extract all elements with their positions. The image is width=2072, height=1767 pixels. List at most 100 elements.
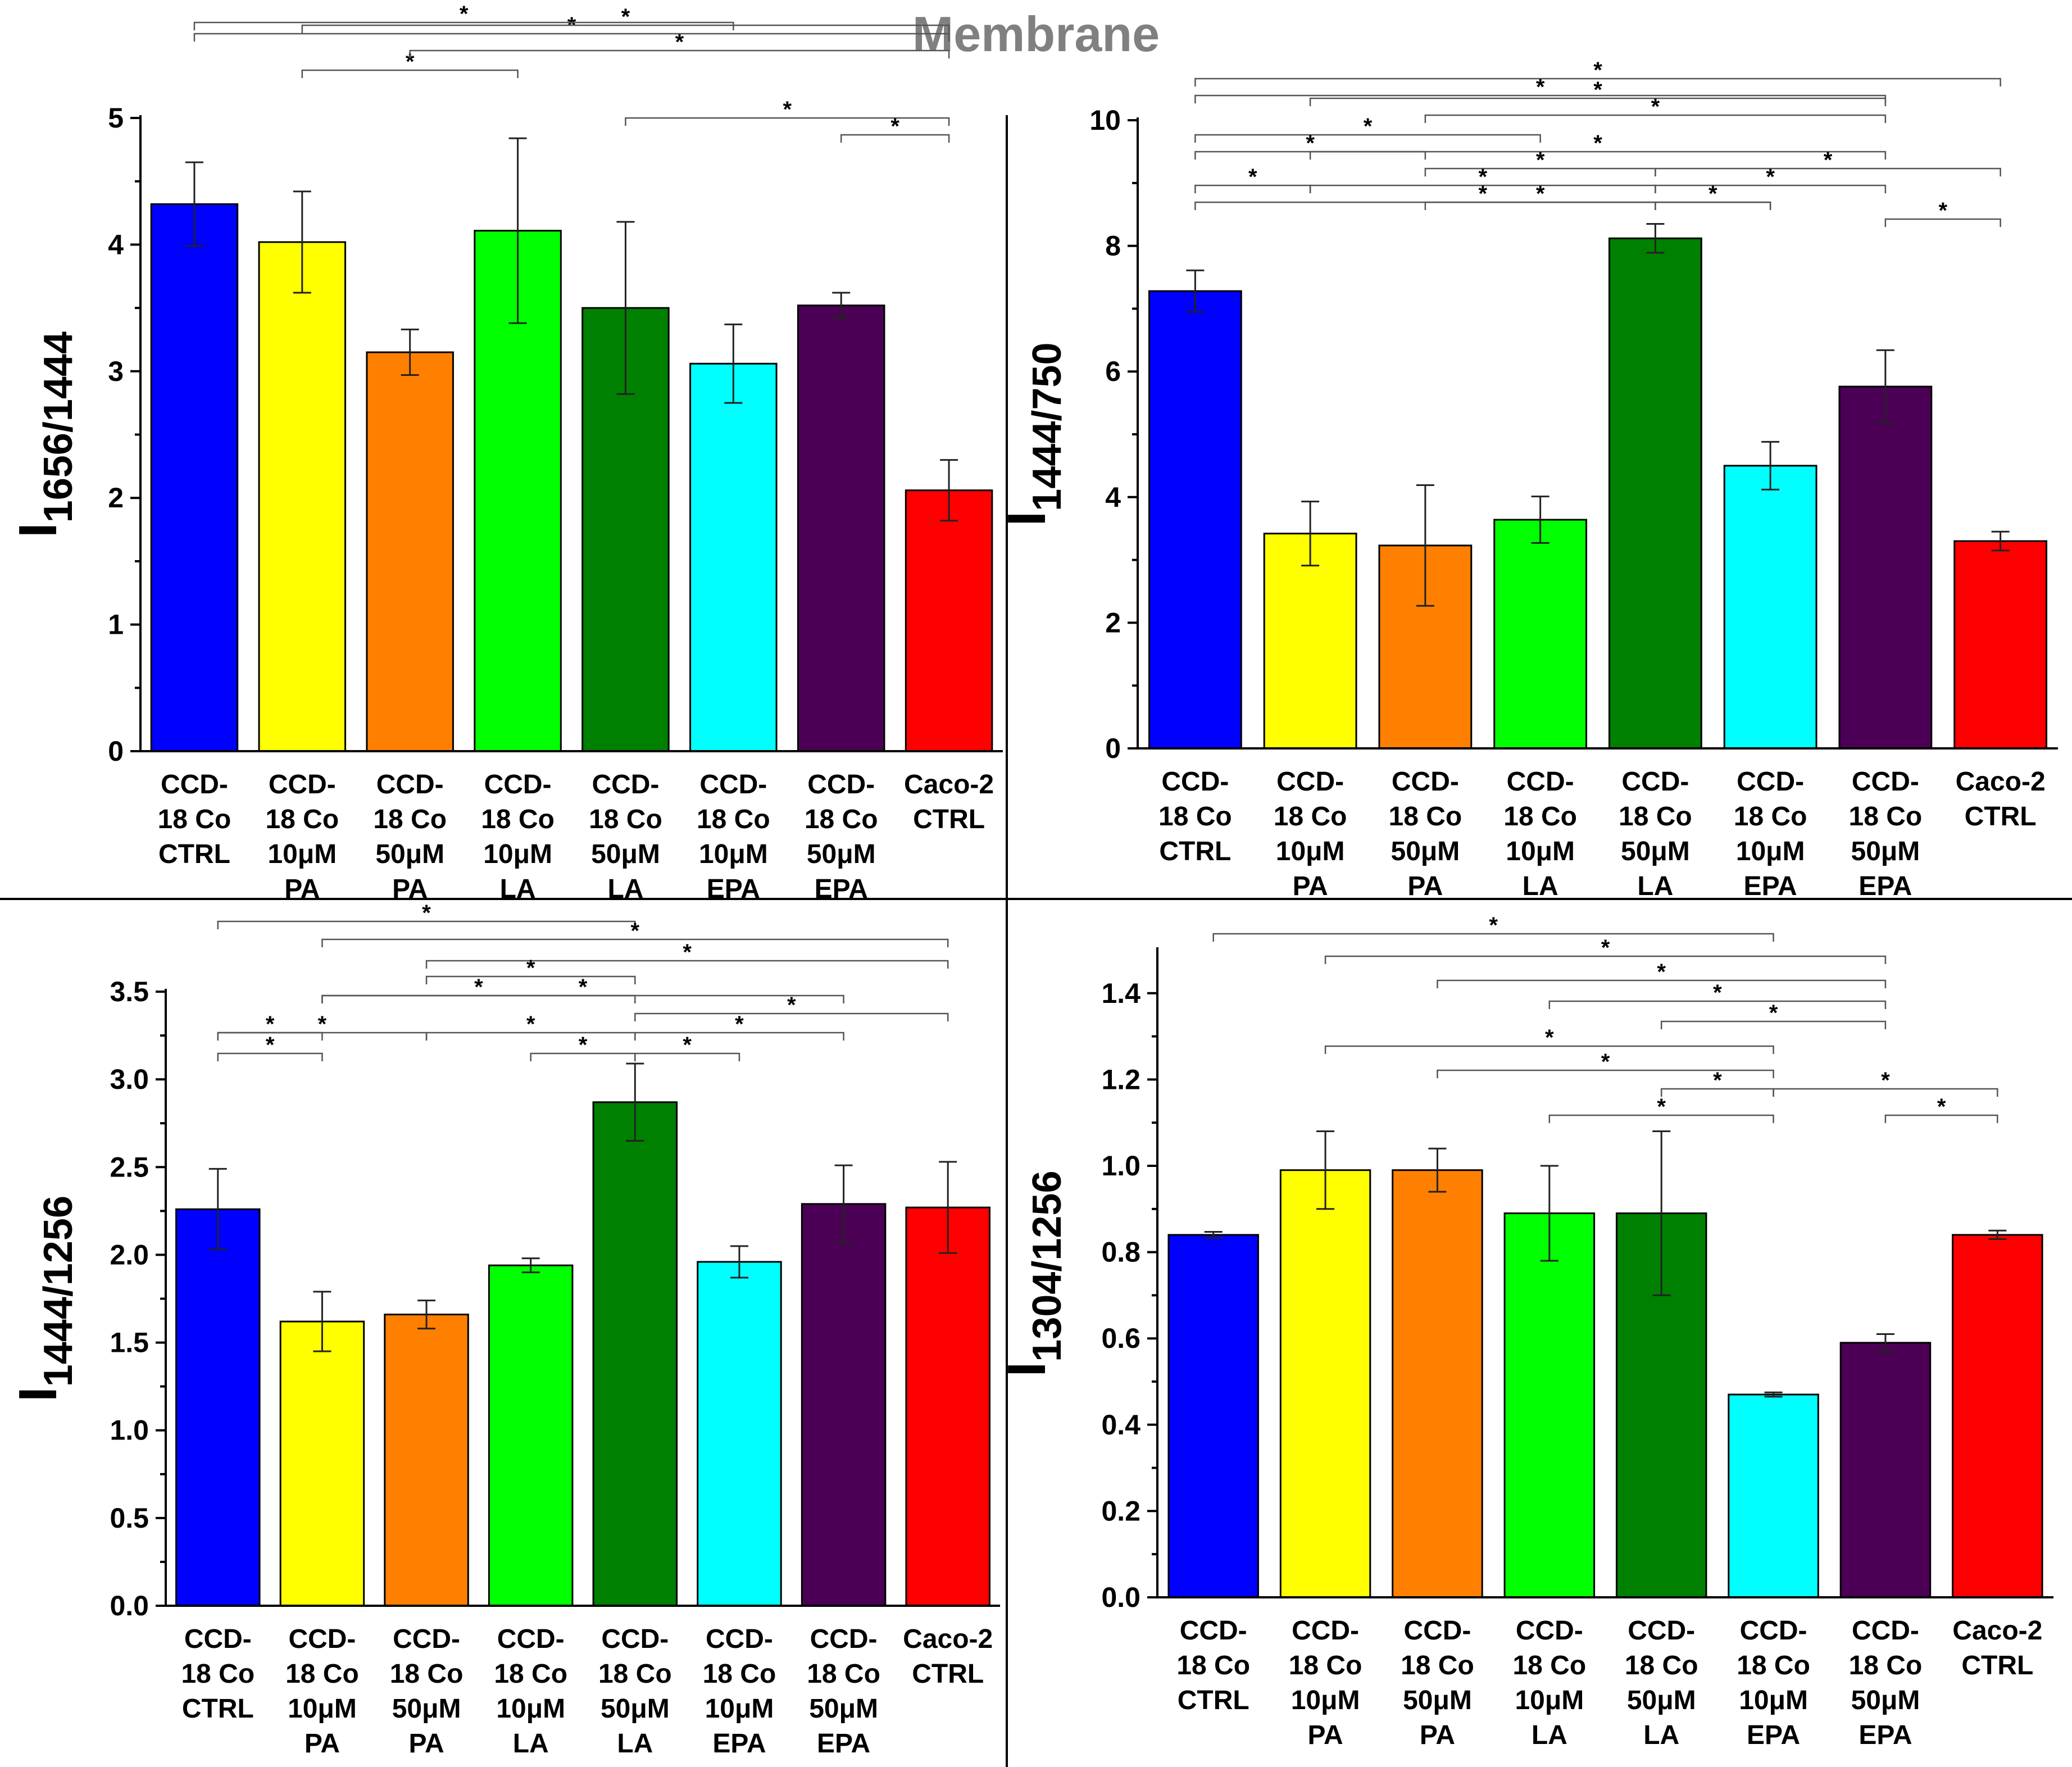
significance-bracket [425, 975, 636, 984]
x-tick-label: 50μM [1851, 1686, 1920, 1715]
significance-bracket [1309, 151, 1887, 160]
significance-bracket [409, 49, 950, 58]
panel-1304-1256: 0.0 0.2 0.4 0.6 0.8 1.0 1.2 1.4 I1304/1256 CCD- 18… [997, 913, 2053, 1750]
x-tick-label: 50μM [809, 1694, 878, 1724]
significance-star: * [526, 1012, 535, 1037]
significance-star: * [675, 30, 684, 54]
x-tick-label: CCD- [288, 1624, 356, 1654]
significance-star: * [1713, 1068, 1722, 1093]
y-tick-label: 1 [108, 609, 124, 641]
x-tick-label: LA [500, 874, 536, 904]
bar-5 [1608, 237, 1702, 750]
y-tick-label: 6 [1105, 356, 1121, 387]
x-tick-label: PA [1420, 1720, 1455, 1750]
x-tick-label: 50μM [375, 839, 444, 869]
x-tick-label: 50μM [807, 839, 876, 869]
bar-7 [801, 1203, 887, 1607]
significance-star: * [266, 1033, 275, 1057]
significance-star: * [1478, 165, 1487, 189]
x-tick-label: EPA [1747, 1720, 1800, 1750]
x-tick-label: CCD- [592, 770, 659, 800]
significance-star: * [1766, 165, 1775, 189]
y-tick-label: 1.5 [110, 1327, 149, 1359]
x-tick-label: EPA [1859, 871, 1912, 901]
x-tick-label: 18 Co [805, 805, 878, 834]
significance-star: * [1364, 114, 1373, 139]
x-tick-label: CCD- [706, 1624, 773, 1654]
y-tick-label: 0.5 [110, 1502, 149, 1534]
x-tick-label: 18 Co [1512, 1651, 1586, 1680]
y-tick-label: 0 [108, 735, 124, 767]
x-tick-label: Caco-2 [904, 770, 994, 800]
x-tick-label: EPA [815, 874, 868, 904]
x-tick-label: 18 Co [1849, 1651, 1923, 1680]
x-tick-label: 18 Co [1849, 802, 1923, 832]
x-tick-label: CTRL [1965, 802, 2037, 832]
x-tick-label: 10μM [496, 1694, 565, 1724]
significance-star: * [1593, 58, 1602, 83]
x-tick-label: 10μM [1515, 1686, 1584, 1715]
x-tick-label: PA [305, 1729, 340, 1759]
x-tick-label: CTRL [913, 805, 985, 834]
x-tick-label: CTRL [912, 1659, 984, 1689]
significance-star: * [1651, 94, 1660, 119]
x-tick-label: CCD- [1740, 1616, 1807, 1646]
x-tick-label: CCD- [1507, 767, 1574, 797]
significance-star: * [1536, 75, 1545, 99]
bar-1 [1167, 1234, 1259, 1598]
y-tick-label: 0 [1105, 733, 1121, 764]
significance-bracket [193, 33, 950, 42]
significance-bracket [625, 117, 950, 126]
x-tick-label: CCD- [376, 770, 444, 800]
significance-star: * [783, 97, 792, 122]
significance-bracket [1437, 1069, 1774, 1078]
significance-bracket [425, 960, 949, 969]
bar-8 [905, 489, 993, 752]
bar-6 [697, 1261, 782, 1607]
y-tick-label: 0.0 [1101, 1582, 1140, 1613]
x-tick-label: LA [513, 1729, 549, 1759]
y-tick-label: 0.2 [1101, 1495, 1140, 1527]
y-tick-label: 2 [1105, 607, 1121, 638]
x-tick-label: 18 Co [697, 805, 770, 834]
significance-bracket [1424, 114, 1887, 123]
x-tick-label: LA [1637, 871, 1673, 901]
y-tick-label: 0.6 [1101, 1323, 1140, 1354]
y-tick-label: 1.2 [1101, 1064, 1140, 1095]
x-tick-label: CCD- [807, 770, 875, 800]
x-tick-label: LA [1523, 871, 1558, 901]
bar-1 [150, 203, 239, 752]
significance-star: * [1306, 131, 1315, 156]
x-tick-label: Caco-2 [903, 1624, 993, 1654]
significance-star: * [1536, 148, 1545, 172]
x-tick-label: CCD- [161, 770, 228, 800]
x-tick-label: CCD- [1403, 1616, 1471, 1646]
significance-star: * [1938, 198, 1947, 223]
x-tick-label: 18 Co [703, 1659, 776, 1689]
x-tick-label: 18 Co [181, 1659, 255, 1689]
significance-star: * [735, 1012, 744, 1037]
bar-3 [384, 1314, 469, 1607]
significance-star: * [422, 901, 431, 925]
x-tick-label: LA [607, 874, 643, 904]
x-tick-label: 10μM [288, 1694, 357, 1724]
significance-bracket [217, 1052, 323, 1061]
bar-8 [1952, 1234, 2043, 1598]
x-tick-label: CTRL [1159, 837, 1231, 866]
x-tick-label: 18 Co [1619, 802, 1692, 832]
significance-bracket [840, 134, 950, 143]
x-tick-label: LA [1643, 1720, 1679, 1750]
y-tick-label: 3.5 [110, 976, 149, 1007]
bar-7 [1838, 385, 1933, 750]
bar-4 [1503, 1212, 1596, 1598]
significance-bracket [301, 69, 519, 78]
x-tick-label: Caco-2 [1952, 1616, 2042, 1646]
y-axis-label: I1656/1444 [8, 331, 81, 538]
significance-star: * [474, 975, 483, 1000]
x-tick-label: CCD- [497, 1624, 565, 1654]
x-tick-label: CTRL [1178, 1686, 1249, 1715]
significance-bracket [1884, 1114, 1998, 1123]
bar-4 [488, 1264, 574, 1607]
x-tick-label: 18 Co [589, 805, 662, 834]
x-tick-label: CCD- [1737, 767, 1804, 797]
